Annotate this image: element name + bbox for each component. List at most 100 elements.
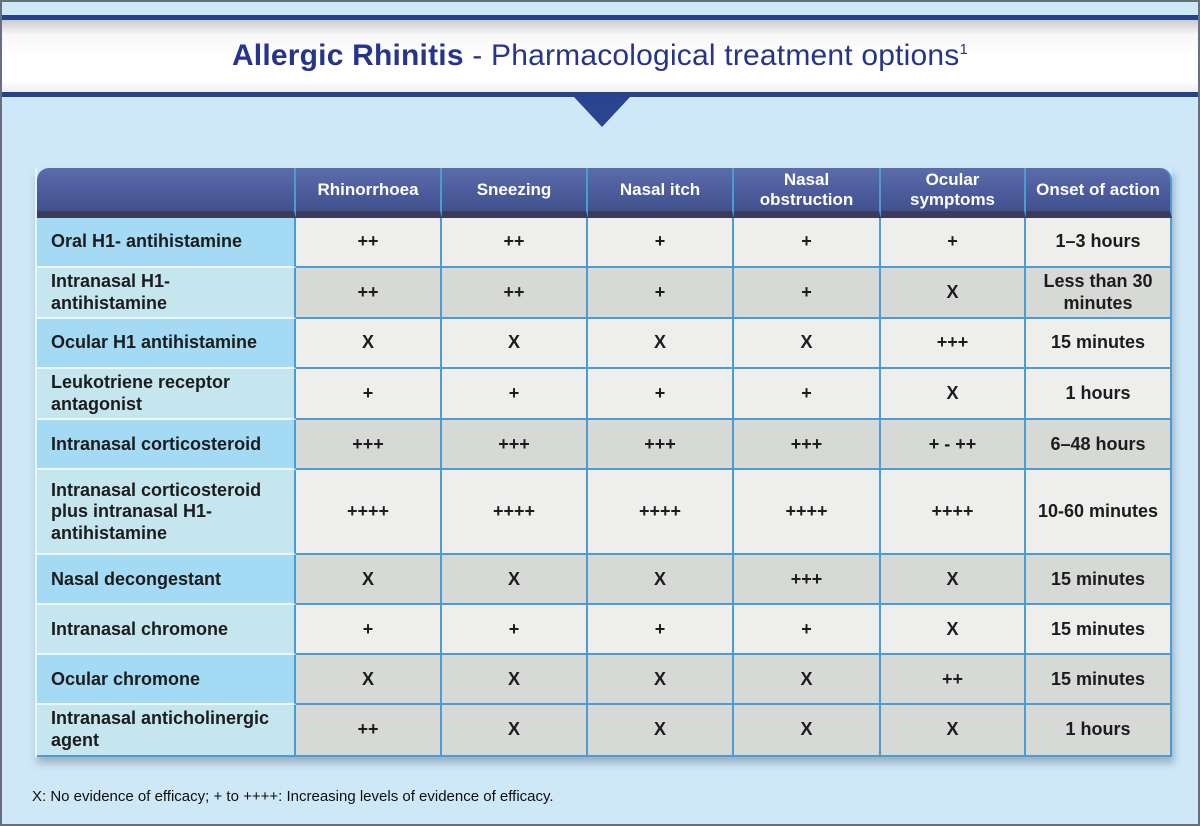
cell: +: [588, 605, 734, 656]
cell: +: [588, 369, 734, 421]
top-strip: [2, 2, 1198, 15]
cell: ++++: [881, 470, 1026, 556]
page-title: Allergic Rhinitis - Pharmacological trea…: [232, 39, 968, 73]
banner-top-rule: [2, 15, 1198, 20]
page-title-rest: - Pharmacological treatment options: [463, 39, 960, 72]
cell: X: [588, 655, 734, 706]
cell: +: [734, 218, 881, 269]
cell: ++: [296, 705, 442, 757]
cell: ++++: [296, 470, 442, 556]
cell: X: [442, 555, 588, 606]
treatment-table-wrap: Rhinorrhoea Sneezing Nasal itch Nasal ob…: [35, 168, 1172, 757]
cell: ++++: [734, 470, 881, 556]
cell: X: [442, 655, 588, 706]
column-header-nasal-obstruction: Nasal obstruction: [734, 168, 881, 219]
onset-cell: 15 minutes: [1026, 605, 1172, 656]
cell: ++: [296, 268, 442, 320]
table-row: Ocular H1 antihistamine X X X X +++ 15 m…: [37, 319, 1172, 370]
cell: + - ++: [881, 420, 1026, 471]
cell: +++: [734, 555, 881, 606]
cell: +++: [734, 420, 881, 471]
column-header-blank: [37, 168, 296, 219]
cell: +: [296, 369, 442, 421]
row-label: Ocular chromone: [37, 655, 296, 706]
cell: X: [734, 705, 881, 757]
row-label: Intranasal H1-antihistamine: [37, 268, 296, 320]
row-label: Oral H1- antihistamine: [37, 218, 296, 269]
row-label: Intranasal corticosteroid: [37, 420, 296, 471]
page-title-bold: Allergic Rhinitis: [231, 39, 464, 72]
header-row: Rhinorrhoea Sneezing Nasal itch Nasal ob…: [37, 168, 1172, 219]
row-label: Nasal decongestant: [37, 555, 296, 606]
cell: +: [734, 605, 881, 656]
cell: ++: [442, 268, 588, 320]
cell: X: [881, 605, 1026, 656]
column-header-onset-of-action: Onset of action: [1026, 168, 1172, 219]
cell: +++: [881, 319, 1026, 370]
cell: +++: [296, 420, 442, 471]
cell: X: [296, 655, 442, 706]
cell: X: [881, 268, 1026, 320]
column-header-nasal-itch: Nasal itch: [588, 168, 734, 219]
cell: X: [442, 705, 588, 757]
cell: +: [296, 605, 442, 656]
onset-cell: 1 hours: [1026, 369, 1172, 421]
table-row: Leukotriene receptor antagonist + + + + …: [37, 369, 1172, 421]
table-row: Oral H1- antihistamine ++ ++ + + + 1–3 h…: [37, 218, 1172, 269]
cell: +: [881, 218, 1026, 269]
cell: X: [734, 319, 881, 370]
row-label: Intranasal chromone: [37, 605, 296, 656]
table-row: Intranasal corticosteroid plus intranasa…: [37, 470, 1172, 556]
onset-cell: 1–3 hours: [1026, 218, 1172, 269]
onset-cell: 15 minutes: [1026, 319, 1172, 370]
cell: X: [734, 655, 881, 706]
cell: ++++: [588, 470, 734, 556]
row-label: Intranasal anticholinergic agent: [37, 705, 296, 757]
footnote: X: No evidence of efficacy; + to ++++: I…: [32, 788, 554, 805]
onset-cell: 15 minutes: [1026, 655, 1172, 706]
row-label: Ocular H1 antihistamine: [37, 319, 296, 370]
onset-cell: 6–48 hours: [1026, 420, 1172, 471]
cell: X: [881, 555, 1026, 606]
cell: X: [881, 705, 1026, 757]
cell: X: [442, 319, 588, 370]
cell: X: [881, 369, 1026, 421]
cell: +: [734, 369, 881, 421]
onset-cell: 1 hours: [1026, 705, 1172, 757]
cell: +: [442, 369, 588, 421]
treatment-options-table: Rhinorrhoea Sneezing Nasal itch Nasal ob…: [35, 168, 1172, 757]
cell: X: [588, 705, 734, 757]
cell: ++: [881, 655, 1026, 706]
table-row: Ocular chromone X X X X ++ 15 minutes: [37, 655, 1172, 706]
table-row: Nasal decongestant X X X +++ X 15 minute…: [37, 555, 1172, 606]
title-band: Allergic Rhinitis - Pharmacological trea…: [2, 20, 1198, 92]
cell: X: [588, 319, 734, 370]
onset-cell: 15 minutes: [1026, 555, 1172, 606]
cell: X: [296, 319, 442, 370]
banner-bottom-rule: [2, 92, 1198, 97]
table-row: Intranasal chromone + + + + X 15 minutes: [37, 605, 1172, 656]
cell: +: [734, 268, 881, 320]
cell: ++: [442, 218, 588, 269]
cell: X: [296, 555, 442, 606]
cell: X: [588, 555, 734, 606]
cell: ++++: [442, 470, 588, 556]
cell: +++: [588, 420, 734, 471]
cell: +: [588, 218, 734, 269]
onset-cell: 10-60 minutes: [1026, 470, 1172, 556]
row-label: Intranasal corticosteroid plus intranasa…: [37, 470, 296, 556]
onset-cell: Less than 30 minutes: [1026, 268, 1172, 320]
table-row: Intranasal corticosteroid +++ +++ +++ ++…: [37, 420, 1172, 471]
cell: ++: [296, 218, 442, 269]
column-header-rhinorrhoea: Rhinorrhoea: [296, 168, 442, 219]
page-title-reference-superscript: 1: [959, 41, 969, 58]
row-label: Leukotriene receptor antagonist: [37, 369, 296, 421]
column-header-sneezing: Sneezing: [442, 168, 588, 219]
cell: +++: [442, 420, 588, 471]
cell: +: [588, 268, 734, 320]
down-arrow-icon: [574, 97, 630, 127]
table-row: Intranasal anticholinergic agent ++ X X …: [37, 705, 1172, 757]
table-row: Intranasal H1-antihistamine ++ ++ + + X …: [37, 268, 1172, 320]
cell: +: [442, 605, 588, 656]
